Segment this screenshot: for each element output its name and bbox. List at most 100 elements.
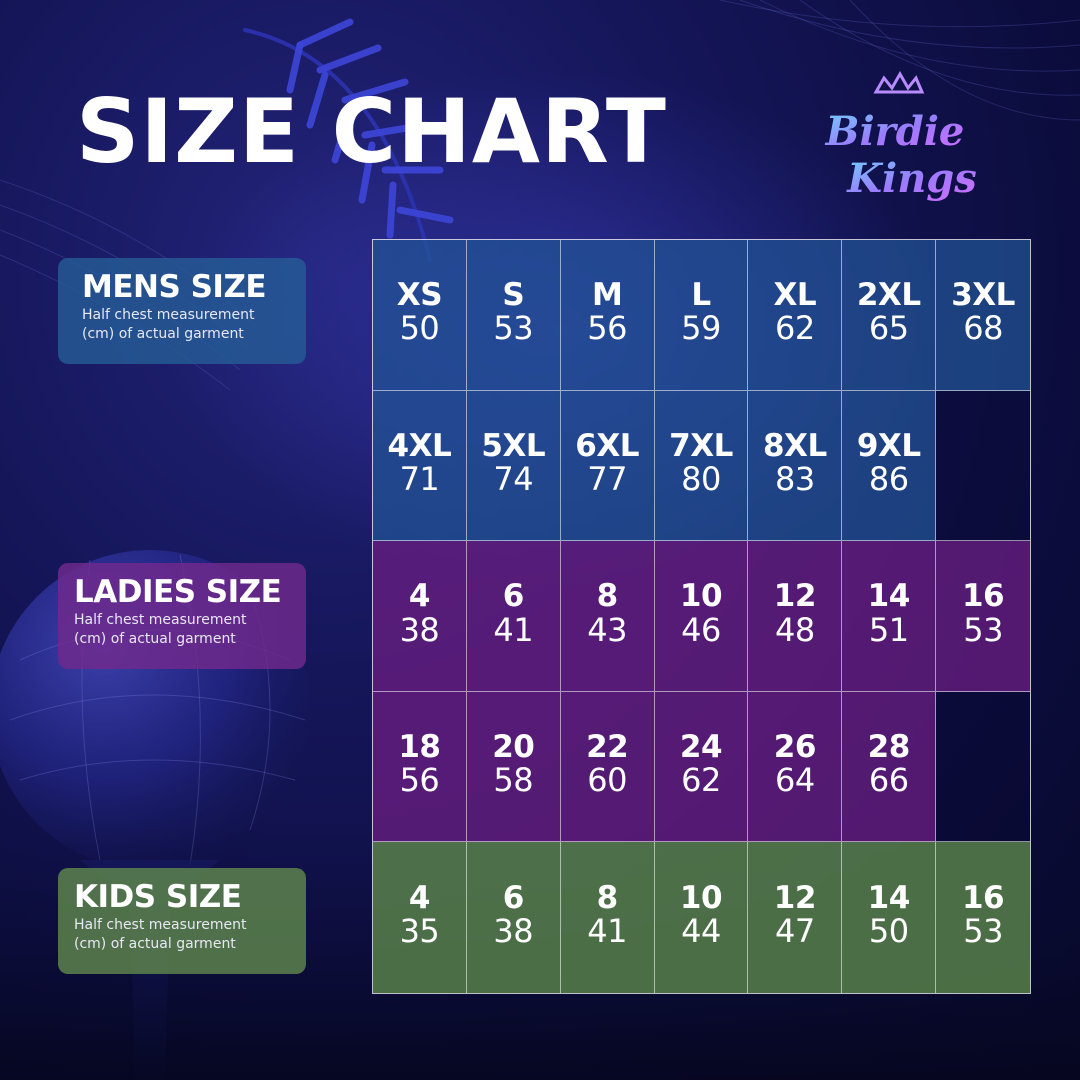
size-label: 14 — [867, 578, 911, 615]
mens-size-cell: XL 62 — [748, 240, 843, 391]
ladies-size-cell: 22 60 — [560, 691, 655, 843]
ladies-size-cell: 18 56 — [373, 691, 467, 843]
empty-cell — [936, 691, 1030, 843]
kids-size-cell: 14 50 — [842, 842, 937, 993]
chest-measurement: 58 — [493, 761, 534, 800]
mens-size-cell: L 59 — [654, 240, 749, 391]
size-label: 4XL — [387, 427, 452, 464]
size-label: 14 — [867, 879, 911, 916]
kids-size-subtitle: Half chest measurement (cm) of actual ga… — [74, 917, 247, 952]
chest-measurement: 74 — [493, 460, 534, 499]
ladies-size-cell: 10 46 — [654, 541, 749, 692]
chest-measurement: 47 — [774, 912, 815, 951]
size-label: L — [691, 276, 711, 313]
size-label: 6 — [502, 578, 525, 615]
size-label: 6XL — [575, 427, 639, 464]
chest-measurement: 50 — [399, 309, 440, 348]
ladies-size-cell: 26 64 — [748, 691, 843, 843]
chest-measurement: 53 — [963, 610, 1003, 649]
chest-measurement: 62 — [774, 309, 815, 348]
ladies-size-title: LADIES SIZE — [74, 574, 282, 610]
ladies-size-cell: 12 48 — [748, 541, 843, 692]
size-label: 10 — [679, 879, 723, 916]
chest-measurement: 41 — [587, 912, 627, 951]
kids-size-cell: 12 47 — [748, 842, 843, 993]
chest-measurement: 51 — [868, 610, 909, 649]
mens-size-cell: XS 50 — [373, 240, 467, 391]
size-label: XL — [773, 276, 817, 313]
palm-leaf-icon — [243, 18, 454, 262]
crown-icon — [873, 70, 925, 94]
size-label: 24 — [679, 728, 723, 765]
size-label: 10 — [679, 578, 723, 615]
ladies-size-cell: 14 51 — [842, 541, 937, 692]
svg-text:Kings: Kings — [846, 155, 977, 202]
chest-measurement: 80 — [681, 460, 721, 499]
chest-measurement: 46 — [681, 610, 721, 649]
mens-size-cell: 2XL 65 — [842, 240, 937, 391]
chest-measurement: 59 — [681, 309, 721, 348]
size-grid: XS 50 S 53 M 56 L 59 XL 62 2XL 65 3XL 68 4XL 71 5XL 74 6XL… — [372, 239, 1031, 994]
ladies-size-cell: 20 58 — [466, 691, 561, 843]
mens-size-cell: S 53 — [466, 240, 561, 391]
chest-measurement: 62 — [681, 761, 721, 800]
mens-size-cell: 9XL 86 — [842, 390, 937, 542]
size-label: 4 — [408, 578, 431, 615]
page-title: SIZE CHART — [76, 80, 667, 183]
chest-measurement: 77 — [587, 460, 627, 499]
size-label: M — [591, 276, 623, 313]
chest-measurement: 66 — [868, 761, 909, 800]
ladies-size-cell: 6 41 — [466, 541, 561, 692]
size-label: XS — [396, 276, 443, 313]
mens-size-cell: 4XL 71 — [373, 390, 467, 542]
size-label: 4 — [408, 879, 431, 916]
ladies-size-cell: 16 53 — [936, 541, 1030, 692]
kids-size-label: KIDS SIZE Half chest measurement (cm) of… — [58, 868, 306, 974]
size-label: 18 — [398, 728, 441, 765]
size-label: 6 — [502, 879, 525, 916]
ladies-size-label: LADIES SIZE Half chest measurement (cm) … — [58, 563, 306, 669]
size-label: 3XL — [951, 276, 1015, 313]
mens-size-subtitle: Half chest measurement (cm) of actual ga… — [82, 307, 255, 342]
size-label: 7XL — [669, 427, 733, 464]
chest-measurement: 53 — [963, 912, 1003, 951]
chest-measurement: 35 — [399, 912, 440, 951]
size-label: 12 — [773, 879, 817, 916]
mens-size-label: MENS SIZE Half chest measurement (cm) of… — [58, 258, 306, 364]
chest-measurement: 56 — [587, 309, 627, 348]
kids-size-cell: 8 41 — [560, 842, 655, 993]
chest-measurement: 38 — [493, 912, 534, 951]
size-label: 5XL — [481, 427, 546, 464]
kids-size-cell: 6 38 — [466, 842, 561, 993]
size-label: 2XL — [856, 276, 921, 313]
chest-measurement: 68 — [963, 309, 1003, 348]
mens-size-cell: M 56 — [560, 240, 655, 391]
size-label: 8XL — [762, 427, 827, 464]
chest-measurement: 41 — [493, 610, 534, 649]
ladies-size-cell: 28 66 — [842, 691, 937, 843]
size-label: 28 — [867, 728, 911, 765]
size-label: 22 — [586, 728, 629, 765]
chest-measurement: 60 — [587, 761, 627, 800]
mens-size-title: MENS SIZE — [82, 269, 267, 305]
mens-size-cell: 5XL 74 — [466, 390, 561, 542]
size-label: 8 — [596, 578, 619, 615]
chest-measurement: 53 — [493, 309, 534, 348]
chest-measurement: 83 — [774, 460, 815, 499]
empty-cell — [936, 390, 1030, 542]
size-label: 26 — [773, 728, 817, 765]
size-label: 16 — [961, 879, 1005, 916]
size-label: 9XL — [856, 427, 921, 464]
size-label: 16 — [961, 578, 1005, 615]
brand-logo: Birdie Kings — [825, 70, 977, 202]
chest-measurement: 86 — [868, 460, 909, 499]
ladies-size-cell: 24 62 — [654, 691, 749, 843]
chest-measurement: 44 — [681, 912, 721, 951]
mens-size-cell: 6XL 77 — [560, 390, 655, 542]
size-label: 12 — [773, 578, 817, 615]
ladies-size-cell: 8 43 — [560, 541, 655, 692]
chest-measurement: 50 — [868, 912, 909, 951]
chest-measurement: 64 — [774, 761, 815, 800]
kids-size-cell: 4 35 — [373, 842, 467, 993]
chest-measurement: 71 — [399, 460, 440, 499]
